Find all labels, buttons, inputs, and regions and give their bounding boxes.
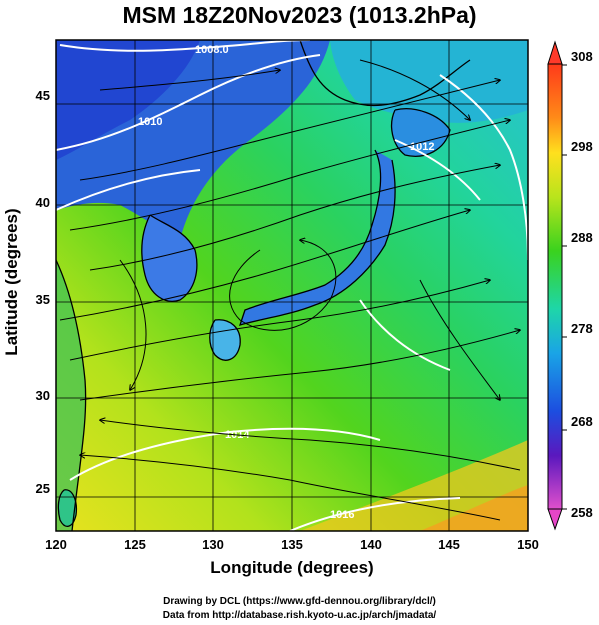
- x-tick-label: 140: [360, 537, 382, 552]
- cold-region: [56, 40, 200, 160]
- colorbar-bottom-arrow: [547, 508, 563, 531]
- x-tick-label: 125: [124, 537, 146, 552]
- wind-streamlines: [59, 59, 520, 521]
- y-tick-label: 35: [35, 292, 50, 307]
- y-tick-label: 25: [35, 481, 50, 496]
- contour-label: 1008.0: [195, 44, 229, 56]
- contour-label: 1016: [330, 509, 354, 521]
- credit-drawing: Drawing by DCL (https://www.gfd-dennou.o…: [163, 596, 436, 607]
- warm-region: [420, 485, 528, 531]
- colorbar-tick-label: 308: [571, 49, 593, 64]
- x-tick-label: 130: [202, 537, 224, 552]
- x-axis-label: Longitude (degrees): [210, 558, 374, 577]
- contour-label: 1012: [410, 141, 434, 153]
- plot-frame: [55, 39, 529, 532]
- colorbar: [547, 40, 567, 531]
- map-area: 1008.0 1010 1012 1014 1016: [56, 40, 528, 531]
- colorbar-top-arrow: [547, 40, 563, 65]
- colorbar-tick-label: 288: [571, 230, 593, 245]
- x-tick-label: 120: [45, 537, 67, 552]
- korea-land: [141, 215, 197, 302]
- x-tick-label: 150: [517, 537, 539, 552]
- colorbar-body: [547, 63, 563, 510]
- page-title: MSM 18Z20Nov2023 (1013.2hPa): [122, 2, 477, 28]
- contour-label: 1010: [138, 116, 162, 128]
- colorbar-tick-label: 298: [571, 139, 593, 154]
- colorbar-tick-label: 258: [571, 505, 593, 520]
- china-coast-land: [56, 260, 86, 531]
- y-tick-label: 40: [35, 195, 50, 210]
- x-tick-label: 145: [438, 537, 460, 552]
- taiwan-land: [58, 489, 77, 527]
- y-tick-label: 30: [35, 388, 50, 403]
- credit-data: Data from http://database.rish.kyoto-u.a…: [162, 610, 437, 621]
- x-tick-label: 135: [281, 537, 303, 552]
- colorbar-tick-label: 268: [571, 414, 593, 429]
- warm-region: [300, 440, 528, 531]
- colorbar-tick-label: 278: [571, 321, 593, 336]
- isobars: [56, 40, 528, 531]
- honshu-land: [240, 150, 396, 325]
- cool-region: [330, 40, 528, 123]
- y-tick-label: 45: [35, 88, 50, 103]
